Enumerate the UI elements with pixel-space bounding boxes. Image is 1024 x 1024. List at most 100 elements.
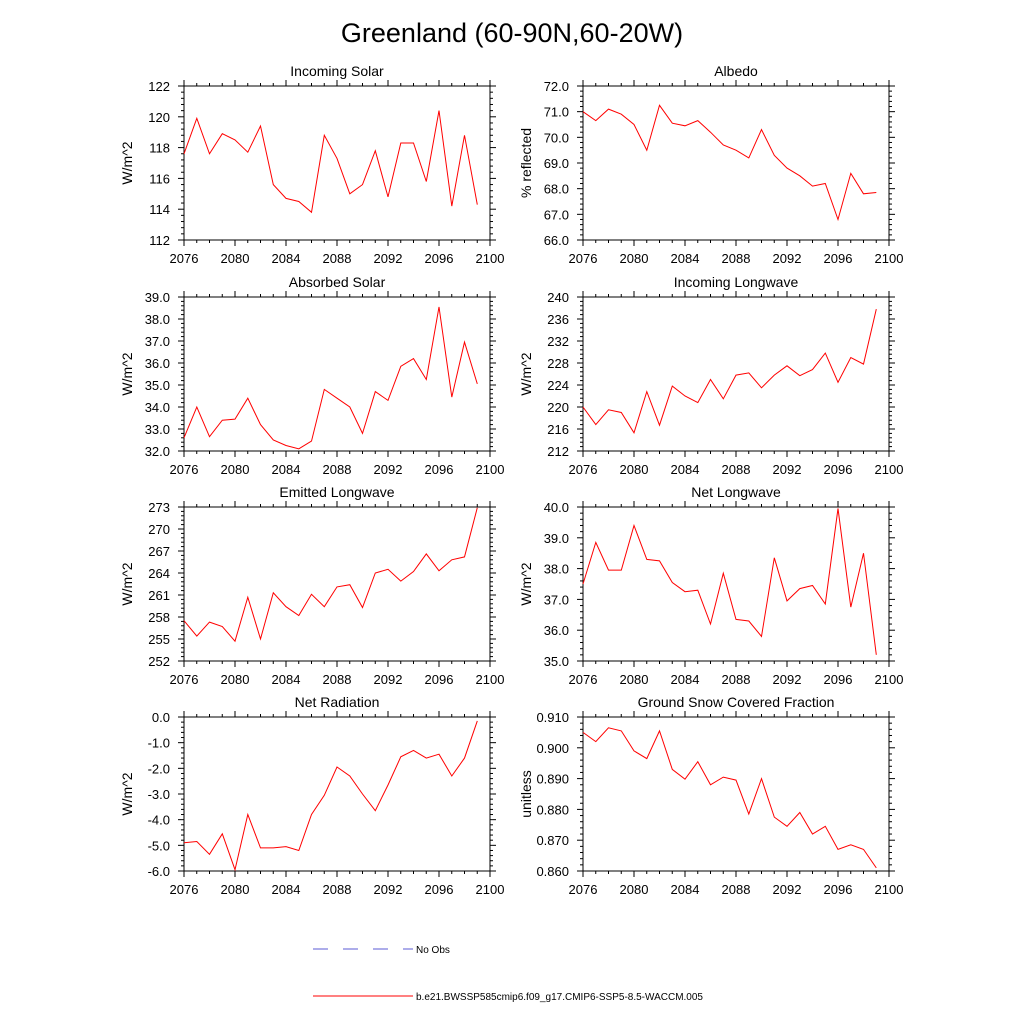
y-tick-label: 38.0 [145,312,170,327]
x-tick-label: 2080 [620,882,649,897]
series-line [582,508,877,655]
x-tick-label: 2084 [272,882,301,897]
x-tick-label: 2100 [476,251,505,266]
x-tick-label: 2096 [824,462,853,477]
y-tick-label: -1.0 [148,736,170,751]
y-tick-label: 220 [547,400,569,415]
x-tick-label: 2100 [476,462,505,477]
y-axis-label: unitless [518,770,534,817]
x-tick-label: 2080 [221,251,250,266]
y-tick-label: 37.0 [544,592,569,607]
x-tick-label: 2080 [620,672,649,687]
chart-panel-3: Absorbed Solar W/m^2 2076 2080 2084 2088 2092 2… [119,274,504,477]
plot-frame [582,85,890,241]
x-tick-label: 2084 [671,462,700,477]
y-tick-label: 252 [148,654,170,669]
x-tick-label: 2084 [272,672,301,687]
x-tick-label: 2080 [221,462,250,477]
x-tick-label: 2092 [374,462,403,477]
y-tick-label: 228 [547,356,569,371]
y-tick-label: 0.0 [152,710,170,725]
x-tick-label: 2096 [824,882,853,897]
legend-model-label: b.e21.BWSSP585cmip6.f09_g17.CMIP6-SSP5-8… [416,992,703,1003]
x-tick-label: 2088 [722,462,751,477]
chart-panel-2: Albedo % reflected 2076 2080 2084 2088 2092 209… [518,63,903,266]
y-tick-label: 0.880 [536,802,569,817]
plot-frame [582,296,890,452]
series-line [582,727,877,869]
y-tick-label: 40.0 [544,500,569,515]
figure-title: Greenland (60-90N,60-20W) [341,18,683,48]
x-tick-label: 2088 [722,672,751,687]
y-axis-label: W/m^2 [119,562,135,605]
y-tick-label: -6.0 [148,864,170,879]
y-tick-label: 34.0 [145,400,170,415]
y-tick-label: 33.0 [145,422,170,437]
y-tick-label: -3.0 [148,787,170,802]
x-tick-label: 2096 [425,251,454,266]
x-tick-label: 2092 [773,251,802,266]
y-tick-label: 0.870 [536,833,569,848]
x-tick-label: 2100 [875,672,904,687]
panel-title: Incoming Solar [290,63,384,79]
x-tick-label: 2100 [476,672,505,687]
chart-panel-4: Incoming Longwave W/m^2 2076 2080 2084 2088 20… [518,274,903,477]
series-line [582,104,877,222]
panels: Incoming Solar W/m^2 2076 2080 2084 2088 2092 2… [119,63,903,897]
y-tick-label: -4.0 [148,813,170,828]
chart-panel-7: Net Radiation W/m^2 2076 2080 2084 2088 2092 20… [119,694,504,897]
y-tick-label: 70.0 [544,130,569,145]
y-axis-label: % reflected [518,128,534,198]
y-tick-label: 35.0 [544,654,569,669]
y-tick-label: 240 [547,290,569,305]
y-tick-label: 35.0 [145,378,170,393]
series-line [582,308,877,434]
y-tick-label: 255 [148,632,170,647]
panel-title: Emitted Longwave [279,484,394,500]
y-axis-label: W/m^2 [119,772,135,815]
plot-frame [582,506,890,662]
y-tick-label: 120 [148,110,170,125]
y-tick-label: 267 [148,544,170,559]
y-tick-label: 0.860 [536,864,569,879]
panel-title: Albedo [714,63,758,79]
y-tick-label: 270 [148,522,170,537]
x-tick-label: 2080 [620,462,649,477]
x-tick-label: 2092 [773,462,802,477]
y-tick-label: 212 [547,444,569,459]
legend: No Obs b.e21.BWSSP585cmip6.f09_g17.CMIP6… [313,945,703,1003]
x-tick-label: 2076 [569,462,598,477]
y-tick-label: 258 [148,610,170,625]
x-tick-label: 2092 [374,882,403,897]
y-tick-label: 224 [547,378,569,393]
x-tick-label: 2076 [569,672,598,687]
y-tick-label: 68.0 [544,182,569,197]
chart-panel-1: Incoming Solar W/m^2 2076 2080 2084 2088 2092 2… [119,63,504,266]
y-tick-label: 38.0 [544,562,569,577]
x-tick-label: 2076 [170,672,199,687]
panel-title: Net Longwave [691,484,781,500]
y-tick-label: 0.900 [536,741,569,756]
x-tick-label: 2092 [374,251,403,266]
x-tick-label: 2076 [170,251,199,266]
x-tick-label: 2076 [569,251,598,266]
y-tick-label: 66.0 [544,233,569,248]
legend-no-obs-label: No Obs [416,945,450,956]
series-line [183,110,478,214]
y-tick-label: 37.0 [145,334,170,349]
x-tick-label: 2076 [569,882,598,897]
x-tick-label: 2084 [272,251,301,266]
y-tick-label: 36.0 [544,623,569,638]
x-tick-label: 2084 [272,462,301,477]
y-tick-label: 39.0 [544,531,569,546]
chart-panel-8: Ground Snow Covered Fraction unitless 2076… [518,694,903,897]
y-axis-label: W/m^2 [518,352,534,395]
y-tick-label: 32.0 [145,444,170,459]
y-tick-label: 122 [148,79,170,94]
x-tick-label: 2088 [722,882,751,897]
x-tick-label: 2084 [671,882,700,897]
x-tick-label: 2100 [875,251,904,266]
series-line [183,507,478,643]
y-tick-label: 0.890 [536,772,569,787]
